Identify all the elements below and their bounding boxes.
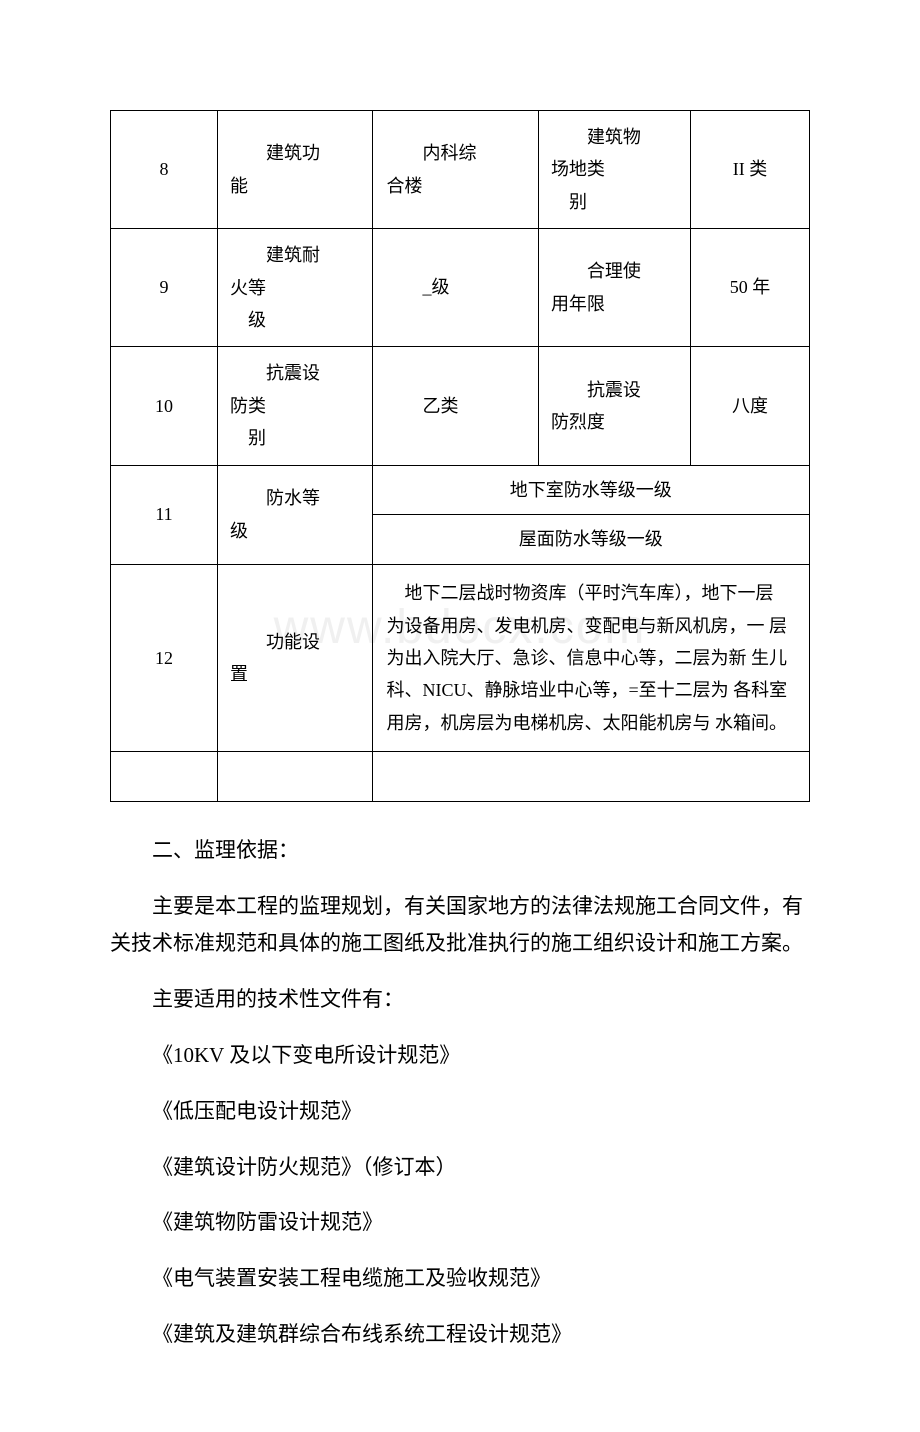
row-number: 9 <box>111 229 218 347</box>
merged-cell-top: 地下室防水等级一级 <box>372 465 809 515</box>
reference-item: 《建筑及建筑群综合布线系统工程设计规范》 <box>110 1316 810 1354</box>
paragraph: 主要适用的技术性文件有： <box>110 981 810 1019</box>
row-label: 功能设置 <box>217 565 372 752</box>
row-number: 11 <box>111 465 218 565</box>
row-value2: II 类 <box>691 111 810 229</box>
reference-item: 《10KV 及以下变电所设计规范》 <box>110 1037 810 1075</box>
row-label2: 抗震设防烈度 <box>538 347 690 465</box>
reference-item: 《建筑设计防火规范》（修订本） <box>110 1149 810 1187</box>
row-number: 8 <box>111 111 218 229</box>
table-row-empty <box>111 752 810 802</box>
row-value: 乙类 <box>372 347 538 465</box>
row-label: 建筑功能 <box>217 111 372 229</box>
row-number: 12 <box>111 565 218 752</box>
row-value: 内科综合楼 <box>372 111 538 229</box>
row-value2: 八度 <box>691 347 810 465</box>
table-row: 9 建筑耐火等 级 _级 合理使用年限 50 年 <box>111 229 810 347</box>
reference-item: 《电气装置安装工程电缆施工及验收规范》 <box>110 1260 810 1298</box>
row-number: 10 <box>111 347 218 465</box>
row-label: 建筑耐火等 级 <box>217 229 372 347</box>
merged-description: 地下二层战时物资库（平时汽车库），地下一层 为设备用房、发电机房、变配电与新风机… <box>372 565 809 752</box>
row-label: 防水等级 <box>217 465 372 565</box>
row-label2: 合理使用年限 <box>538 229 690 347</box>
table-row: 11 防水等级 地下室防水等级一级 <box>111 465 810 515</box>
table-row: 12 功能设置 地下二层战时物资库（平时汽车库），地下一层 为设备用房、发电机房… <box>111 565 810 752</box>
row-label: 抗震设防类 别 <box>217 347 372 465</box>
row-label2: 建筑物场地类 别 <box>538 111 690 229</box>
empty-cell <box>217 752 372 802</box>
empty-cell <box>111 752 218 802</box>
table-row: 10 抗震设防类 别 乙类 抗震设防烈度 八度 <box>111 347 810 465</box>
row-value2: 50 年 <box>691 229 810 347</box>
paragraph: 主要是本工程的监理规划，有关国家地方的法律法规施工合同文件，有关技术标准规范和具… <box>110 888 810 964</box>
empty-cell <box>372 752 809 802</box>
specs-table: 8 建筑功能 内科综合楼 建筑物场地类 别 II 类 9 建筑耐火等 级 _级 … <box>110 110 810 802</box>
reference-item: 《建筑物防雷设计规范》 <box>110 1204 810 1242</box>
row-value: _级 <box>372 229 538 347</box>
reference-item: 《低压配电设计规范》 <box>110 1093 810 1131</box>
table-row: 8 建筑功能 内科综合楼 建筑物场地类 别 II 类 <box>111 111 810 229</box>
section-title: 二、监理依据： <box>110 832 810 870</box>
merged-cell-bottom: 屋面防水等级一级 <box>372 515 809 565</box>
